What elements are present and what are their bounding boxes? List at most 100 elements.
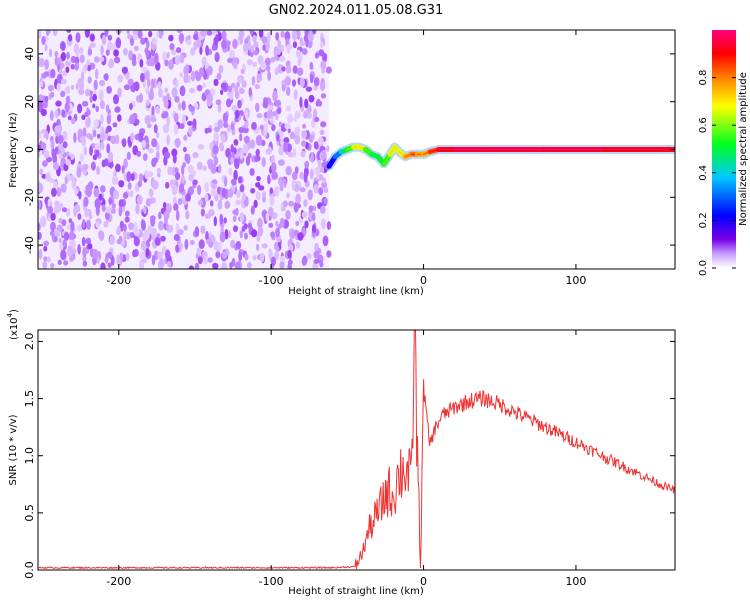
- spectrogram-noise-cell: [124, 210, 130, 217]
- spectrogram-noise-cell: [64, 102, 70, 113]
- spectrogram-noise-cell: [76, 167, 82, 178]
- spectrogram-noise-cell: [269, 187, 273, 195]
- spectrogram-noise-cell: [155, 105, 161, 114]
- spectrogram-noise-cell: [87, 109, 91, 116]
- spectrogram-noise-cell: [197, 200, 204, 206]
- spectrogram-noise-cell: [251, 229, 258, 238]
- spectrogram-noise-cell: [307, 31, 314, 43]
- colorbar-tick-label: 0.6: [698, 117, 709, 133]
- spectrogram-noise-cell: [248, 87, 252, 97]
- snr-x-tick-label: 0: [420, 575, 427, 588]
- spectrogram-noise-cell: [243, 223, 248, 230]
- spectrogram-noise-cell: [234, 90, 240, 99]
- spectrogram-noise-cell: [41, 35, 46, 45]
- spectrogram-noise-cell: [100, 113, 104, 125]
- spectrogram-noise-cell: [178, 183, 185, 194]
- spectrogram-noise-cell: [187, 164, 194, 174]
- spectrogram-noise-cell: [88, 213, 93, 220]
- spectrogram-noise-cell: [267, 71, 271, 81]
- spectrogram-noise-cell: [245, 155, 251, 166]
- spectrogram-noise-cell: [113, 94, 119, 105]
- spectrogram-noise-cell: [318, 255, 324, 262]
- spectrogram-noise-cell: [255, 190, 261, 201]
- spectrogram-noise-cell: [204, 182, 210, 193]
- spectrogram-noise-cell: [126, 171, 132, 183]
- spectrogram-noise-cell: [279, 183, 284, 192]
- spectrogram-noise-cell: [92, 93, 97, 102]
- spectrogram-noise-cell: [326, 250, 332, 258]
- spectrogram-noise-cell: [279, 55, 286, 62]
- spectrogram-noise-cell: [112, 203, 116, 209]
- spectrogram-noise-cell: [222, 187, 227, 198]
- spectrogram-noise-cell: [42, 160, 48, 167]
- spectrogram-noise-cell: [38, 248, 43, 260]
- spectrogram-noise-cell: [228, 167, 233, 176]
- spectrogram-noise-cell: [148, 188, 154, 198]
- spectrogram-noise-cell: [166, 116, 170, 127]
- spectrogram-noise-cell: [198, 67, 205, 77]
- spectrogram-noise-cell: [139, 59, 144, 68]
- spectrogram-noise-cell: [285, 65, 292, 74]
- spectrogram-noise-cell: [50, 68, 56, 79]
- spectrogram-noise-cell: [196, 39, 202, 48]
- snr-x-ticks: -200 -100 0 100: [106, 330, 586, 588]
- spectrogram-noise-cell: [155, 150, 160, 161]
- spectrogram-noise-cell: [223, 121, 229, 128]
- spectrogram-noise-cell: [74, 188, 78, 196]
- colorbar-tick-label: 0.2: [698, 212, 709, 228]
- spectrogram-noise-cell: [268, 249, 273, 260]
- spectrogram-noise-cell: [278, 121, 283, 127]
- spectrogram-noise-cell: [43, 256, 48, 262]
- spectrogram-noise-cell: [139, 251, 146, 261]
- spectrogram-noise-cell: [197, 184, 202, 195]
- spectrogram-noise-cell: [166, 134, 170, 146]
- spectrogram-noise-cell: [214, 126, 220, 132]
- spectrogram-noise-cell: [306, 253, 312, 260]
- spectrogram-noise-cell: [206, 93, 213, 104]
- spectrogram-noise-cell: [94, 142, 99, 150]
- spectrogram-noise-cell: [66, 51, 70, 60]
- spectrogram-noise-cell: [38, 183, 44, 194]
- spectrogram-noise-cell: [320, 149, 327, 161]
- spectrogram-noise-cell: [164, 87, 168, 93]
- spectrogram-noise-cell: [59, 202, 64, 209]
- spectrogram-noise-cell: [130, 132, 135, 143]
- spectrogram-noise-cell: [313, 250, 320, 259]
- spectrogram-noise-cell: [199, 45, 203, 55]
- spectrogram-noise-cell: [235, 240, 242, 250]
- spectrogram-noise-cell: [228, 85, 232, 93]
- spectrogram-noise-cell: [189, 186, 195, 195]
- spectrogram-noise-cell: [93, 56, 100, 63]
- spectrogram-noise-cell: [85, 237, 92, 245]
- spectrogram-noise-cell: [233, 225, 238, 233]
- spectrogram-noise-cell: [291, 171, 298, 181]
- spectrogram-noise-cell: [156, 132, 160, 139]
- spectrogram-noise-cell: [118, 235, 123, 243]
- spectrogram-noise-cell: [194, 226, 200, 237]
- spectrogram-noise-cell: [240, 68, 245, 75]
- spectrogram-noise-cell: [205, 45, 210, 56]
- spectrogram-noise-cell: [293, 89, 298, 100]
- spectrogram-noise-cell: [247, 222, 252, 230]
- spectrogram-noise-cell: [106, 86, 112, 94]
- spectrogram-noise-cell: [82, 247, 87, 258]
- spectrogram-noise-cell: [42, 261, 48, 269]
- spectrogram-noise-cell: [243, 146, 249, 154]
- spectrogram-noise-cell: [135, 118, 140, 126]
- spectrogram-noise-cell: [294, 184, 300, 193]
- spectrogram-noise-cell: [39, 168, 44, 176]
- spectrogram-noise-cell: [173, 124, 179, 135]
- spectrogram-noise-cell: [116, 225, 121, 236]
- spectrogram-noise-cell: [84, 30, 90, 38]
- spectrogram-noise-cell: [198, 239, 205, 250]
- spectrogram-noise-cell: [292, 79, 296, 87]
- spectrogram-noise-cell: [217, 103, 222, 113]
- spectrogram-noise-cell: [166, 52, 170, 59]
- spectrogram-noise-cell: [326, 221, 331, 230]
- spectrogram-noise-cell: [43, 150, 50, 159]
- spectrogram-noise-cell: [146, 58, 153, 67]
- spectrogram-noise-cell: [61, 42, 66, 51]
- spectrogram-noise-cell: [181, 100, 186, 111]
- snr-series-line: [38, 330, 675, 570]
- spectrogram-noise-cell: [44, 43, 48, 52]
